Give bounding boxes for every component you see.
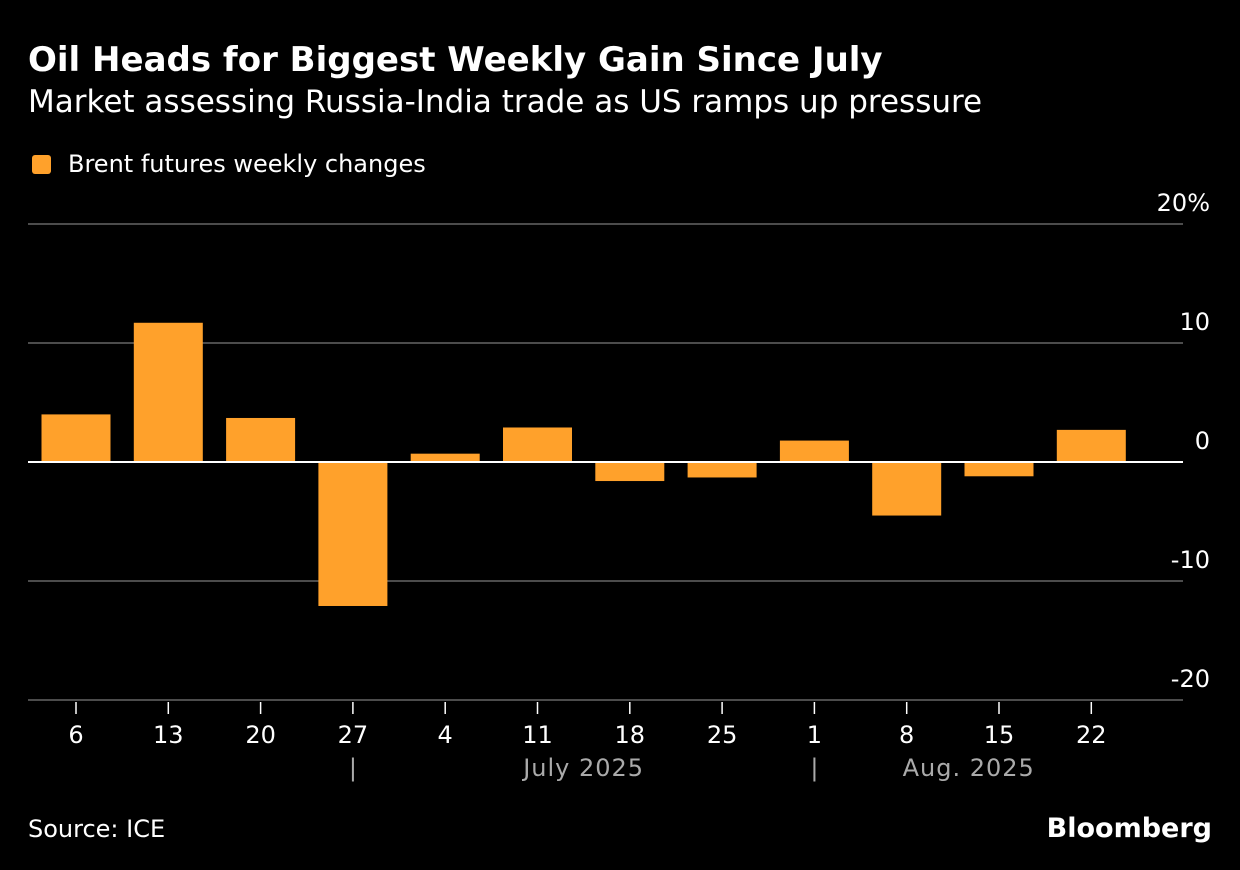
bar — [226, 417, 296, 462]
legend-swatch — [32, 154, 51, 174]
bar — [1056, 429, 1126, 462]
source-note: Source: ICE — [28, 815, 166, 843]
x-tick-label: 8 — [899, 721, 914, 749]
bar — [41, 414, 111, 462]
x-tick-label: 25 — [707, 721, 738, 749]
x-tick-label: 15 — [984, 721, 1015, 749]
bar — [503, 427, 572, 462]
month-separator: | — [810, 754, 818, 782]
y-tick-label: 20% — [1157, 189, 1210, 217]
x-tick-label: 13 — [153, 721, 184, 749]
y-tick-label: -10 — [1171, 546, 1210, 574]
chart-title: Oil Heads for Biggest Weekly Gain Since … — [28, 40, 883, 80]
x-tick-label: 27 — [338, 721, 369, 749]
bloomberg-logo: Bloomberg — [1046, 813, 1212, 844]
x-tick-label: 4 — [438, 721, 453, 749]
bar — [595, 462, 665, 482]
chart-subtitle: Market assessing Russia-India trade as U… — [28, 84, 983, 120]
x-tick-label: 20 — [245, 721, 276, 749]
y-tick-label: 0 — [1195, 427, 1210, 455]
x-tick-label: 18 — [615, 721, 646, 749]
month-separator: | — [349, 754, 357, 782]
month-label: July 2025 — [521, 754, 644, 782]
bar — [964, 462, 1034, 477]
x-tick-label: 22 — [1076, 721, 1107, 749]
x-tick-label: 6 — [68, 721, 83, 749]
y-tick-label: 10 — [1179, 308, 1210, 336]
bar — [133, 322, 203, 462]
bar — [779, 440, 849, 462]
bar — [318, 462, 388, 606]
bar — [687, 462, 757, 478]
legend-label: Brent futures weekly changes — [68, 150, 426, 178]
legend: Brent futures weekly changes — [32, 150, 426, 178]
month-label: Aug. 2025 — [903, 754, 1035, 782]
bar — [410, 453, 480, 462]
x-tick-label: 1 — [807, 721, 822, 749]
y-tick-label: -20 — [1171, 665, 1210, 693]
bar — [872, 462, 942, 516]
x-tick-label: 11 — [522, 721, 553, 749]
